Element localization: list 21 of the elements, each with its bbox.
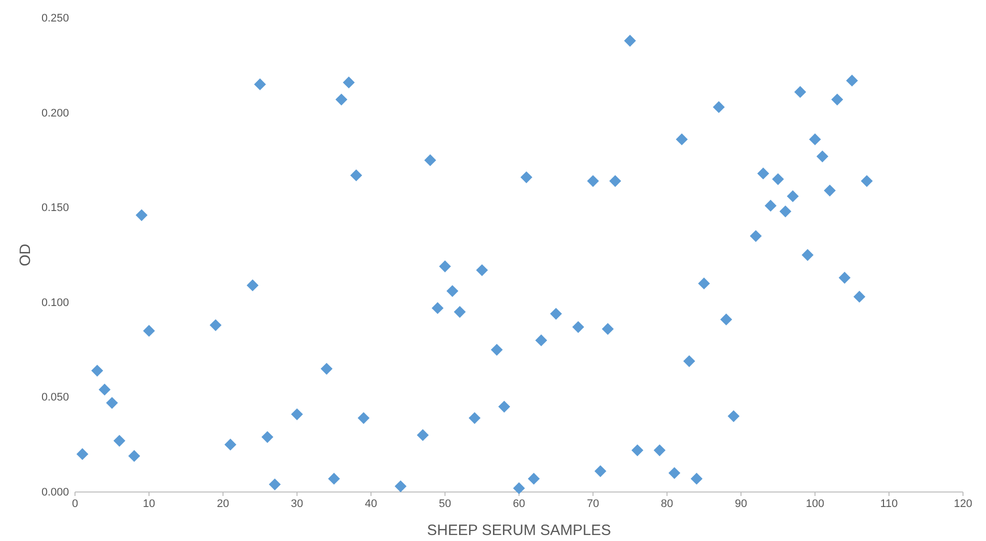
x-tick-label: 20 (216, 498, 230, 510)
x-tick-label: 70 (586, 498, 600, 510)
x-tick-label: 0 (72, 498, 78, 510)
x-tick-label: 60 (512, 498, 526, 510)
x-tick-label: 80 (660, 498, 674, 510)
x-tick-label: 120 (954, 498, 972, 510)
y-tick-label: 0.150 (41, 202, 69, 214)
x-tick-label: 90 (734, 498, 748, 510)
y-tick-label: 0.000 (41, 486, 69, 499)
x-tick-label: 110 (880, 498, 898, 510)
x-tick-label: 40 (364, 498, 378, 510)
y-tick-label: 0.200 (41, 107, 69, 120)
x-tick-label: 100 (806, 498, 824, 510)
x-tick-label: 30 (290, 498, 304, 510)
x-tick-label: 50 (438, 498, 452, 510)
y-tick-label: 0.250 (41, 12, 69, 25)
y-tick-label: 0.100 (41, 296, 69, 309)
x-tick-label: 10 (142, 498, 156, 510)
x-axis-title: SHEEP SERUM SAMPLES (427, 522, 611, 539)
y-tick-label: 0.050 (41, 392, 69, 404)
y-axis-title: OD (17, 244, 34, 266)
